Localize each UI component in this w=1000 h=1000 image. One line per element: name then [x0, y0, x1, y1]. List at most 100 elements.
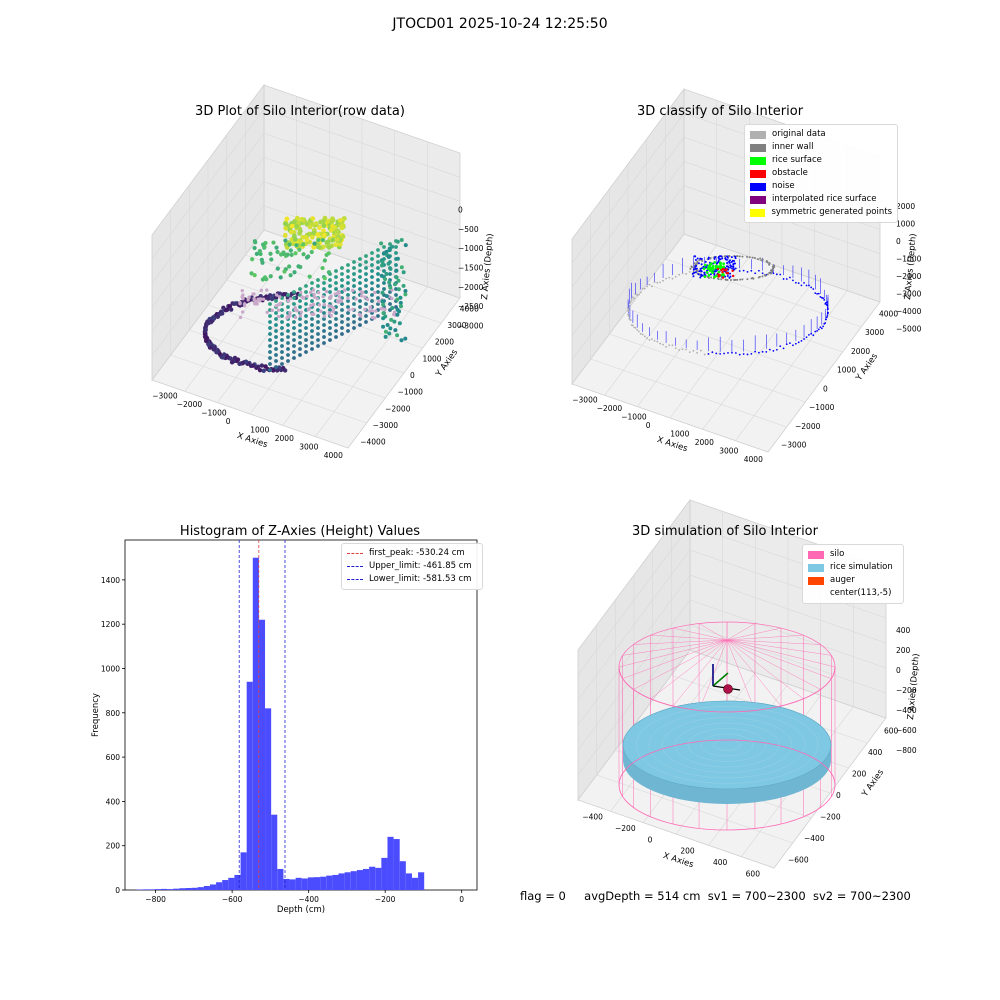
plot1-data-point — [282, 232, 288, 238]
plot1-data-point — [340, 314, 344, 318]
plot2-data-point — [722, 262, 726, 266]
plot2-data-point — [662, 343, 664, 346]
plot1-data-point — [346, 329, 350, 333]
plot1-data-point — [268, 362, 272, 366]
plot1-data-point — [388, 302, 392, 306]
plot1-title: 3D Plot of Silo Interior(row data) — [195, 104, 405, 119]
plot1-data-point — [403, 243, 408, 248]
plot2-y-tick-label: 2000 — [851, 347, 870, 356]
plot2-data-point — [770, 271, 773, 274]
plot1-data-point — [334, 287, 338, 291]
plot2-data-point — [822, 297, 825, 300]
legend-entry-interpolated-rice-surface: interpolated rice surface — [750, 193, 892, 206]
plot1-y-tick-label: 2000 — [435, 338, 454, 347]
plot1-data-point — [298, 347, 302, 351]
plot2-data-point — [713, 257, 716, 260]
silo-roof-line — [633, 639, 728, 690]
plot1-data-point — [365, 297, 370, 302]
plot1-data-point — [322, 311, 326, 315]
plot1-data-point — [346, 269, 350, 273]
plot1-data-point — [393, 328, 398, 333]
plot1-data-point — [298, 287, 302, 291]
plot1-data-point — [261, 368, 266, 373]
plot2-data-point — [703, 275, 707, 279]
plot1-data-point — [374, 309, 378, 313]
plot1-data-point — [352, 266, 356, 270]
plot2-data-point — [741, 278, 744, 281]
histogram-bar — [154, 889, 161, 890]
plot1-data-point — [327, 311, 332, 315]
legend-swatch — [750, 208, 766, 217]
plot1-data-point — [283, 221, 288, 227]
plot1-data-point — [386, 261, 391, 266]
legend-entry-center: center(113,-5) — [808, 587, 898, 600]
plot1-data-point — [334, 323, 338, 327]
plot1-data-point — [306, 254, 311, 259]
plot1-data-point — [316, 237, 321, 243]
plot1-data-point — [383, 334, 388, 339]
plot1-data-point — [310, 329, 314, 333]
plot2-data-point — [746, 278, 749, 281]
plot2-data-point — [753, 257, 756, 260]
plot1-data-point — [364, 302, 368, 306]
plot4-y-tick-label: 600 — [884, 727, 899, 736]
plot2-data-point — [734, 257, 737, 260]
plot2-data-point — [633, 297, 636, 300]
plot2-data-point — [754, 272, 757, 275]
plot1-data-point — [376, 272, 380, 276]
histogram-bar — [240, 852, 247, 890]
legend-line — [347, 579, 363, 580]
legend-entry-noise: noise — [750, 180, 892, 193]
plot1-data-point — [358, 305, 362, 309]
plot2-x-tick-label: 0 — [646, 421, 651, 430]
plot1-data-point — [220, 311, 225, 316]
plot2-data-point — [636, 294, 639, 296]
plot1-data-point — [256, 297, 260, 301]
plot1-data-point — [358, 299, 362, 303]
plot1-data-point — [389, 317, 394, 322]
plot2-data-point — [773, 266, 776, 269]
status-flag: flag = 0 — [520, 889, 566, 903]
plot2-data-point — [738, 353, 741, 356]
auger-marker — [723, 684, 733, 694]
plot1-data-point — [298, 299, 302, 303]
plot1-data-point — [394, 268, 399, 273]
plot1-data-point — [376, 314, 380, 318]
histogram-legend: first_peak: -530.24 cm Upper_limit: -461… — [341, 543, 483, 590]
plot1-data-point — [328, 290, 332, 294]
plot4-z-axis-label: Z Axies (Depth) — [906, 653, 922, 720]
plot1-data-point — [370, 309, 374, 313]
plot2-data-point — [637, 293, 640, 296]
histogram-bar — [191, 887, 198, 890]
plot2-y-tick-label: 0 — [823, 384, 828, 393]
plot2-data-point — [709, 262, 713, 266]
histogram-bar — [160, 888, 168, 890]
plot4-x-tick-label: 400 — [713, 858, 728, 867]
plot2-data-point — [636, 328, 639, 331]
plot1-data-point — [288, 248, 293, 253]
plot1-data-point — [322, 303, 327, 307]
histogram-bar — [179, 888, 186, 890]
plot1-data-point — [260, 242, 266, 247]
plot2-data-point — [709, 273, 712, 276]
plot2-data-point — [711, 266, 714, 270]
plot1-data-point — [261, 297, 266, 301]
plot1-data-point — [304, 320, 308, 324]
plot2-data-point — [653, 281, 656, 284]
plot1-data-point — [394, 293, 398, 297]
plot1-data-point — [379, 241, 384, 246]
plot2-data-point — [646, 285, 648, 288]
plot1-data-point — [240, 288, 244, 293]
plot1-data-point — [322, 335, 326, 339]
histogram-x-tick-label: −800 — [145, 895, 166, 904]
plot2-data-point — [699, 276, 702, 279]
plot1-data-point — [274, 341, 278, 345]
plot2-data-point — [728, 260, 731, 263]
plot1-data-point — [312, 295, 317, 299]
plot4-z-tick-label: −200 — [896, 686, 917, 695]
plot2-data-point — [703, 263, 707, 267]
plot1-data-point — [326, 244, 332, 250]
rice-mesh-line — [661, 717, 793, 773]
plot1-data-point — [297, 230, 302, 236]
